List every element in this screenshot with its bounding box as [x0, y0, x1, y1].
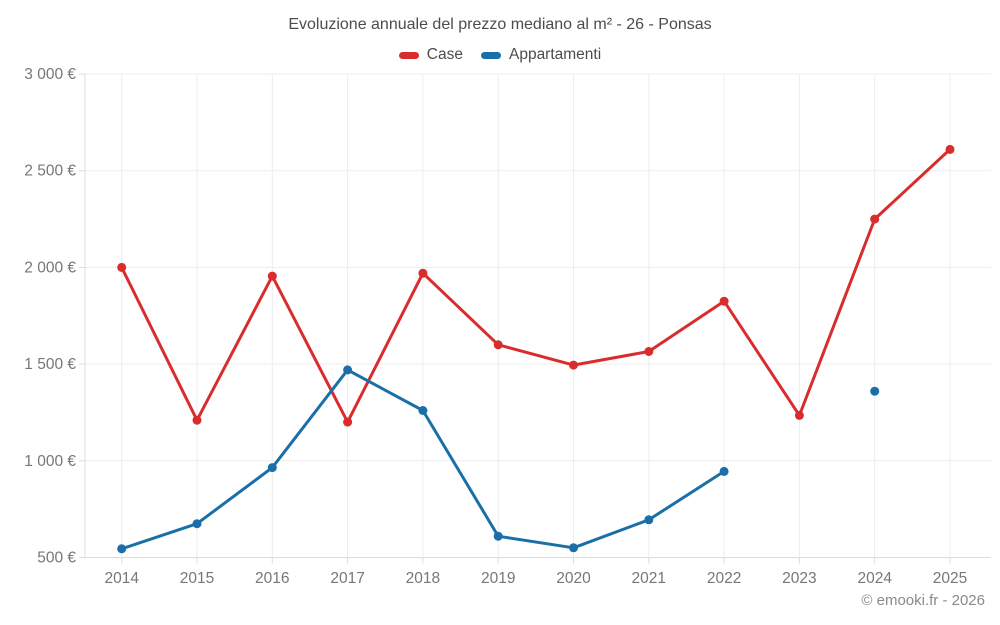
x-tick-label: 2015 — [180, 570, 214, 587]
legend-item-case[interactable]: Case — [398, 46, 463, 64]
x-tick-label: 2022 — [707, 570, 741, 587]
case-point-2020[interactable] — [569, 360, 578, 370]
case-point-2024[interactable] — [870, 214, 880, 224]
case-point-2022[interactable] — [719, 296, 729, 306]
appartamenti-point-2017[interactable] — [343, 365, 353, 375]
case-point-2014[interactable] — [117, 262, 127, 272]
y-tick-label: 500 € — [37, 550, 76, 567]
legend-swatch-appartamenti — [480, 51, 501, 59]
case-point-2016[interactable] — [267, 271, 277, 281]
copyright-credit: © emooki.fr - 2026 — [861, 592, 985, 609]
appartamenti-point-2015[interactable] — [192, 519, 202, 529]
x-tick-label: 2025 — [933, 570, 967, 587]
appartamenti-point-2016[interactable] — [267, 463, 277, 473]
appartamenti-point-2024[interactable] — [870, 386, 880, 396]
case-point-2017[interactable] — [343, 417, 353, 427]
appartamenti-point-2020[interactable] — [569, 543, 578, 553]
x-tick-label: 2023 — [782, 570, 816, 587]
x-tick-label: 2019 — [481, 570, 515, 587]
appartamenti-point-2019[interactable] — [493, 531, 503, 541]
case-point-2015[interactable] — [192, 415, 202, 425]
x-tick-label: 2017 — [330, 570, 364, 587]
appartamenti-point-2018[interactable] — [418, 406, 428, 415]
case-point-2021[interactable] — [644, 347, 654, 356]
x-tick-label: 2016 — [255, 570, 289, 587]
series-line-case — [120, 147, 952, 424]
chart-title: Evoluzione annuale del prezzo mediano al… — [288, 16, 712, 33]
y-tick-label: 2 000 € — [24, 259, 76, 276]
x-tick-label: 2021 — [632, 570, 666, 587]
legend-label-case: Case — [426, 46, 463, 63]
legend-item-appartamenti[interactable]: Appartamenti — [480, 46, 602, 64]
appartamenti-point-2021[interactable] — [644, 515, 654, 525]
case-point-2019[interactable] — [493, 340, 503, 350]
appartamenti-point-2022[interactable] — [719, 466, 729, 476]
legend-label-appartamenti: Appartamenti — [508, 46, 602, 63]
legend-swatch-case — [398, 51, 419, 59]
case-point-2023[interactable] — [794, 410, 804, 420]
x-tick-label: 2024 — [857, 570, 892, 587]
y-tick-label: 3 000 € — [24, 66, 76, 83]
x-tick-label: 2018 — [406, 570, 440, 587]
case-point-2018[interactable] — [418, 268, 428, 278]
y-tick-label: 1 000 € — [24, 453, 76, 470]
x-tick-label: 2020 — [556, 570, 591, 587]
appartamenti-point-2014[interactable] — [117, 544, 127, 554]
case-point-2025[interactable] — [945, 144, 955, 154]
y-tick-label: 1 500 € — [24, 356, 76, 373]
x-tick-label: 2014 — [104, 570, 139, 587]
y-tick-label: 2 500 € — [24, 163, 76, 180]
chart-legend: Case Appartamenti — [0, 46, 1000, 64]
